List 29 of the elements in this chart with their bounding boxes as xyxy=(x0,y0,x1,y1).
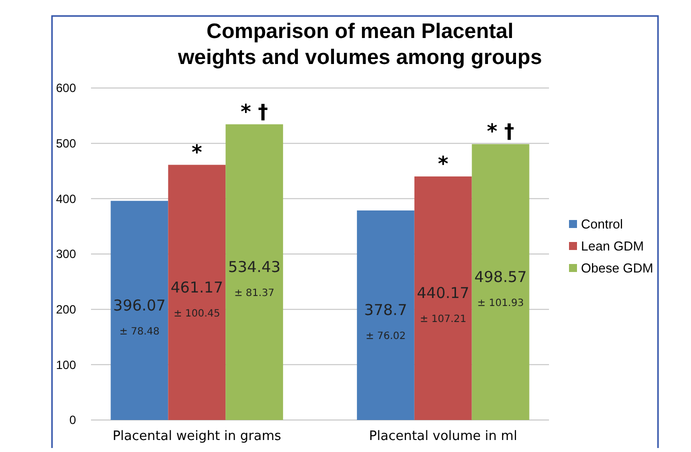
y-tick-label: 400 xyxy=(56,192,76,206)
y-tick-label: 600 xyxy=(56,81,76,96)
legend-label: Obese GDM xyxy=(581,260,654,276)
data-label: 498.57 ± 101.93 xyxy=(474,268,527,310)
data-label: 461.17 ± 100.45 xyxy=(170,278,224,320)
legend-label: Lean GDM xyxy=(581,238,644,254)
data-label: 396.07 ± 78.48 xyxy=(113,296,166,338)
x-tick-label: Placental volume in ml xyxy=(369,429,518,444)
x-tick-label: Placental weight in grams xyxy=(112,429,282,444)
bar xyxy=(110,200,168,420)
y-tick-label: 100 xyxy=(56,358,76,372)
bar xyxy=(356,210,414,420)
y-tick-label: 300 xyxy=(56,247,76,262)
y-tick-label: 0 xyxy=(69,413,76,428)
data-label: 534.43 ± 81.37 xyxy=(228,258,281,300)
data-label: 440.17 ± 107.21 xyxy=(416,284,470,326)
chart-title: Comparison of mean Placental weights and volumes among groups xyxy=(176,20,542,69)
annotation: * xyxy=(192,140,203,164)
bar xyxy=(168,164,226,420)
legend-label: Control xyxy=(581,216,624,232)
bar xyxy=(226,124,284,420)
annotation: * † xyxy=(486,119,514,144)
y-tick-label: 500 xyxy=(56,136,76,151)
data-label: 378.7 ± 76.02 xyxy=(364,301,408,342)
y-tick-label: 200 xyxy=(56,302,76,317)
annotation: * xyxy=(438,151,449,176)
bar xyxy=(414,176,472,420)
annotation: * † xyxy=(240,99,268,124)
bar xyxy=(472,144,530,420)
